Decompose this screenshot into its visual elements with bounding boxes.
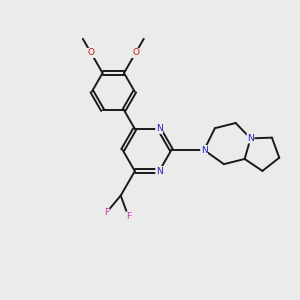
Text: O: O xyxy=(88,49,94,58)
Text: O: O xyxy=(132,49,139,58)
Text: N: N xyxy=(156,167,163,176)
Text: F: F xyxy=(126,212,131,221)
Text: F: F xyxy=(104,208,109,217)
Text: N: N xyxy=(201,146,208,154)
Text: N: N xyxy=(247,134,254,143)
Text: N: N xyxy=(156,124,163,134)
